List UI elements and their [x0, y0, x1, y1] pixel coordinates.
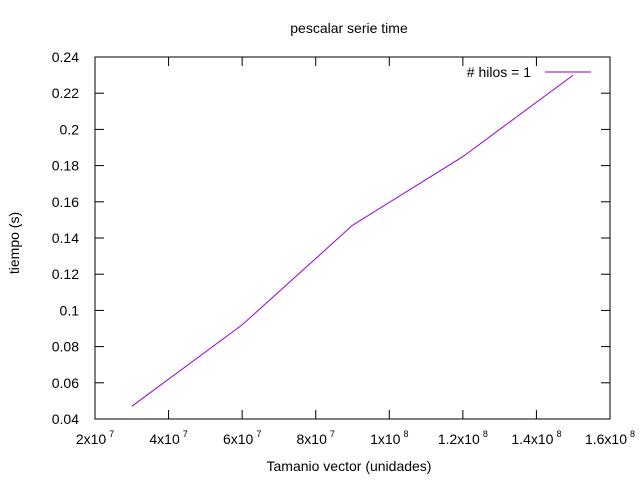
- series-line: [131, 74, 574, 407]
- chart-title: pescalar serie time: [290, 20, 408, 36]
- y-tick-label: 0.18: [52, 158, 79, 174]
- x-tick-exponent: 8: [630, 429, 635, 439]
- x-tick-exponent: 7: [109, 429, 114, 439]
- x-tick-mantissa: 1.4x10: [511, 431, 553, 447]
- x-tick-label: 2x10 7: [76, 429, 114, 447]
- x-tick-mantissa: 1.6x10: [585, 431, 627, 447]
- x-tick-mantissa: 8x10: [297, 431, 328, 447]
- x-tick-label: 8x10 7: [297, 429, 335, 447]
- series-layer: [131, 74, 574, 407]
- x-tick-mantissa: 2x10: [76, 431, 107, 447]
- legend: # hilos = 1: [467, 64, 591, 80]
- y-tick-label: 0.12: [52, 266, 79, 282]
- x-tick-mantissa: 4x10: [149, 431, 180, 447]
- x-tick-exponent: 8: [483, 429, 488, 439]
- x-tick-mantissa: 1.2x10: [438, 431, 480, 447]
- x-axis: 2x10 7 4x10 7 6x10 7 8x10 7 1x10 8 1.2x10 8 1.4x10 8 1…: [76, 57, 635, 447]
- x-tick-exponent: 7: [183, 429, 188, 439]
- x-tick-mantissa: 6x10: [223, 431, 254, 447]
- y-tick-label: 0.2: [60, 121, 80, 137]
- x-tick-label: 1x10 8: [370, 429, 408, 447]
- x-tick-label: 6x10 7: [223, 429, 261, 447]
- x-tick-exponent: 7: [256, 429, 261, 439]
- plot-frame: [94, 56, 611, 420]
- y-tick-label: 0.24: [52, 49, 79, 65]
- x-axis-title: Tamanio vector (unidades): [267, 458, 432, 474]
- y-tick-label: 0.14: [52, 230, 79, 246]
- y-axis-title: tiempo (s): [6, 212, 22, 274]
- y-tick-label: 0.1: [60, 302, 80, 318]
- y-tick-label: 0.16: [52, 194, 79, 210]
- legend-label: # hilos = 1: [467, 64, 531, 80]
- x-tick-exponent: 8: [403, 429, 408, 439]
- x-tick-label: 1.4x10 8: [511, 429, 561, 447]
- x-tick-label: 1.2x10 8: [438, 429, 488, 447]
- y-tick-label: 0.06: [52, 375, 79, 391]
- x-tick-mantissa: 1x10: [370, 431, 401, 447]
- y-tick-label: 0.22: [52, 85, 79, 101]
- x-tick-label: 1.6x10 8: [585, 429, 635, 447]
- x-tick-exponent: 8: [556, 429, 561, 439]
- x-tick-exponent: 7: [330, 429, 335, 439]
- y-tick-label: 0.08: [52, 339, 79, 355]
- x-tick-label: 4x10 7: [149, 429, 187, 447]
- y-tick-label: 0.04: [52, 411, 79, 427]
- y-axis: 0.04 0.06 0.08 0.1 0.12 0.14 0.16 0.18 0.2 0.22 0.…: [52, 49, 610, 427]
